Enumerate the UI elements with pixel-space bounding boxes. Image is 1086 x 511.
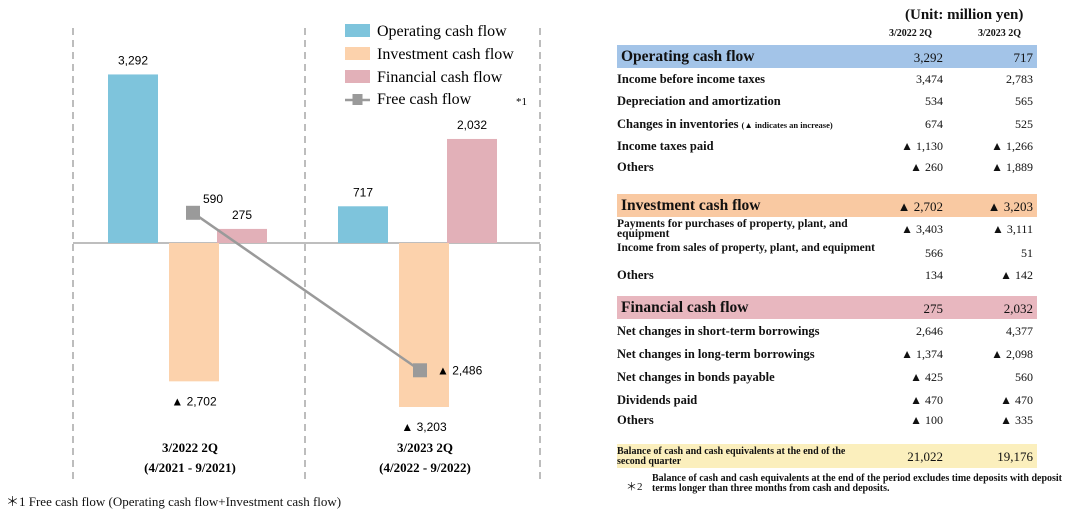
row-value: 134	[925, 268, 943, 282]
row-value: 51	[1021, 246, 1033, 260]
row-value: ▲ 335	[1000, 413, 1033, 427]
legend-label: Investment cash flow	[377, 46, 514, 63]
footnote-free-cash-flow: ＊1 Free cash flow (Operating cash flow+I…	[6, 494, 342, 509]
data-label: 717	[353, 185, 373, 199]
legend-swatch	[345, 47, 370, 60]
row-label: Income taxes paid	[617, 139, 714, 153]
category-label: 3/2022 2Q	[162, 440, 218, 455]
row-label-note: (▲ indicates an increase)	[741, 120, 833, 130]
section-value: ▲ 2,702	[897, 199, 943, 214]
legend-label: Free cash flow	[377, 91, 472, 108]
row-label: Others	[617, 160, 654, 174]
row-label: Others	[617, 413, 654, 427]
data-label: 3,292	[118, 53, 148, 67]
row-value: 3,474	[916, 72, 943, 86]
row-value: ▲ 425	[910, 370, 943, 384]
row-value: ▲ 1,374	[901, 347, 943, 361]
row-label: Payments for purchases of property, plan…	[617, 218, 848, 240]
section-value: ▲ 3,203	[987, 199, 1033, 214]
section-label: Investment cash flow	[621, 197, 761, 214]
legend-footnote-marker: *1	[516, 96, 527, 108]
section-value: 275	[923, 301, 944, 316]
balance-value: 19,176	[997, 449, 1033, 464]
legend: Operating cash flow Investment cash flow F…	[345, 23, 527, 108]
labels-layer: 3,292 717 ▲ 2,702 ▲ 3,203 275 2,032 590 ▲ 2,486…	[118, 53, 487, 475]
fcf-data-label: 590	[203, 192, 223, 206]
footnote2-text: Balance of cash and cash equivalents at …	[652, 473, 1063, 494]
data-label: ▲ 3,203	[401, 420, 447, 434]
section-band	[617, 296, 1037, 319]
row-label: Changes in inventories (▲ indicates an in…	[617, 117, 833, 131]
row-label: Net changes in short-term borrowings	[617, 324, 820, 338]
row-value: ▲ 1,130	[901, 139, 943, 153]
category-period: (4/2022 - 9/2022)	[379, 460, 471, 475]
row-value: ▲ 260	[910, 160, 943, 174]
row-value: 2,783	[1006, 72, 1033, 86]
category-label: 3/2023 2Q	[397, 440, 453, 455]
free-cash-flow-line	[192, 211, 421, 372]
section-band	[617, 194, 1037, 217]
row-label: Income before income taxes	[617, 72, 765, 86]
bar-financial-cash-flow-1	[447, 138, 497, 243]
legend-label: Financial cash flow	[377, 69, 503, 86]
row-label: Income from sales of property, plant, an…	[617, 242, 876, 254]
unit-label: (Unit: million yen)	[905, 7, 1024, 23]
bar-investment-cash-flow-0	[169, 243, 219, 382]
row-value: 525	[1015, 117, 1033, 131]
balance-band	[617, 444, 1037, 468]
row-label: Depreciation and amortization	[617, 94, 781, 108]
free-cash-flow-layer	[186, 205, 427, 378]
row-value: ▲ 3,111	[992, 222, 1033, 236]
section-value: 3,292	[913, 50, 943, 65]
legend-swatch	[345, 24, 370, 37]
column-header: 3/2023 2Q	[978, 28, 1022, 39]
footnote2-marker: ＊2	[626, 481, 643, 493]
row-value: 2,646	[916, 324, 943, 338]
legend-swatch	[345, 70, 370, 83]
row-value: 566	[925, 246, 943, 260]
row-value: 674	[925, 117, 943, 131]
row-label: Net changes in long-term borrowings	[617, 347, 815, 361]
row-value: ▲ 3,403	[901, 222, 943, 236]
bar-investment-cash-flow-1	[399, 243, 449, 407]
row-value: ▲ 470	[910, 393, 943, 407]
section-value: 717	[1013, 50, 1034, 65]
balance-value: 21,022	[907, 449, 943, 464]
data-label: ▲ 2,702	[171, 394, 217, 408]
row-value: ▲ 142	[1000, 268, 1033, 282]
row-label: Others	[617, 268, 654, 282]
row-value: ▲ 100	[910, 413, 943, 427]
row-label: Net changes in bonds payable	[617, 370, 775, 384]
bar-operating-cash-flow-0	[108, 74, 158, 243]
section-label: Financial cash flow	[621, 299, 749, 316]
row-value: 534	[925, 94, 943, 108]
row-value: ▲ 1,889	[991, 160, 1033, 174]
section-label: Operating cash flow	[621, 48, 755, 65]
cash-flow-chart: 3,292 717 ▲ 2,702 ▲ 3,203 275 2,032 590 ▲ 2,486…	[72, 23, 541, 484]
row-value: 560	[1015, 370, 1033, 384]
row-value: ▲ 470	[1000, 393, 1033, 407]
data-label: 275	[232, 208, 252, 222]
row-value: ▲ 1,266	[991, 139, 1033, 153]
balance-label: Balance of cash and cash equivalents at …	[617, 446, 846, 467]
column-header: 3/2022 2Q	[889, 28, 933, 39]
section-value: 2,032	[1003, 301, 1033, 316]
bar-operating-cash-flow-1	[338, 206, 388, 243]
row-value: ▲ 2,098	[991, 347, 1033, 361]
fcf-data-label: ▲ 2,486	[437, 363, 483, 377]
category-period: (4/2021 - 9/2021)	[144, 460, 236, 475]
row-label: Dividends paid	[617, 393, 698, 407]
legend-line-marker	[352, 94, 363, 105]
row-value: 4,377	[1006, 324, 1033, 338]
free-cash-flow-point-0	[186, 205, 200, 220]
bars-layer	[108, 74, 497, 407]
row-value: 565	[1015, 94, 1033, 108]
free-cash-flow-point-1	[413, 363, 427, 378]
section-band	[617, 45, 1037, 68]
legend-label: Operating cash flow	[377, 23, 507, 40]
data-label: 2,032	[457, 118, 487, 132]
